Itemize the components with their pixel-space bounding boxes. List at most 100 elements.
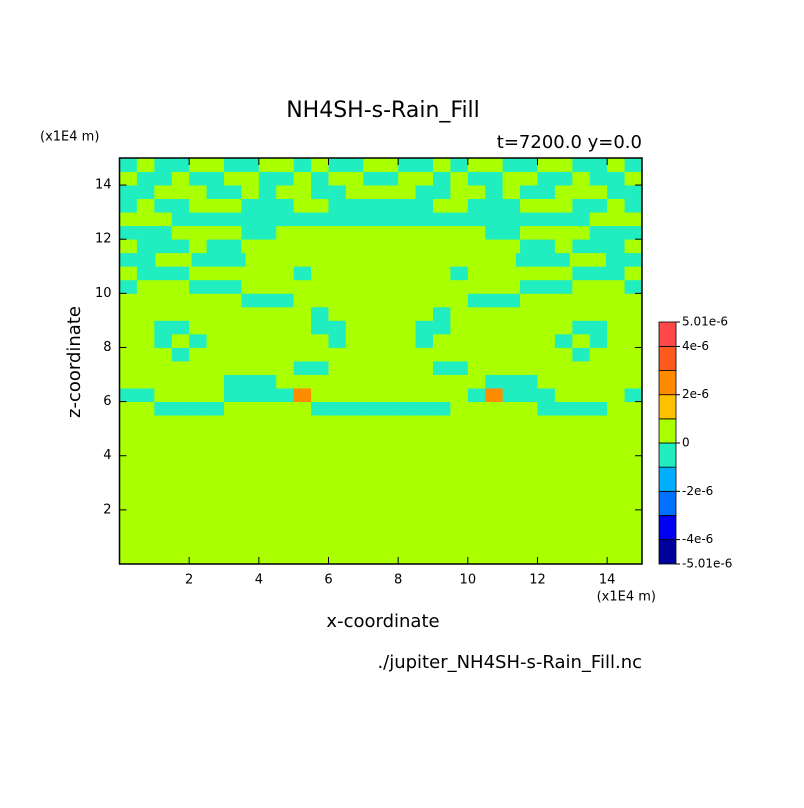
field-cell — [380, 415, 399, 430]
field-cell — [171, 212, 190, 227]
source-file: ./jupiter_NH4SH-s-Rain_Fill.nc — [377, 652, 642, 673]
field-cell — [398, 496, 416, 511]
field-cell — [398, 482, 416, 497]
field-cell — [171, 239, 190, 254]
field-cell — [537, 225, 556, 240]
field-cell — [467, 293, 486, 308]
field-cell — [258, 523, 277, 538]
field-cell — [554, 482, 573, 497]
field-cell — [624, 347, 643, 362]
field-cell — [171, 401, 190, 416]
field-cell — [624, 306, 643, 321]
field-cell — [607, 523, 625, 538]
field-cell — [520, 333, 538, 348]
field-cell — [537, 374, 556, 389]
field-cell — [380, 536, 399, 551]
field-cell — [607, 198, 625, 213]
field-cell — [119, 455, 138, 470]
field-cell — [425, 252, 445, 267]
field-cell — [485, 536, 504, 551]
field-cell — [607, 171, 625, 186]
field-cell — [415, 279, 434, 294]
field-cell — [624, 361, 643, 375]
field-cell — [520, 523, 538, 538]
field-cell — [206, 185, 225, 199]
field-cell — [624, 496, 643, 511]
field-cell — [572, 266, 591, 281]
field-cell — [554, 347, 573, 362]
field-cell — [380, 374, 399, 389]
field-cell — [520, 509, 538, 524]
field-cell — [293, 523, 312, 538]
field-cell — [380, 158, 399, 172]
field-cell — [363, 171, 382, 186]
field-cell — [171, 198, 190, 213]
field-cell — [485, 509, 504, 524]
field-cell — [276, 158, 295, 172]
field-cell — [224, 523, 242, 538]
field-cell — [276, 482, 295, 497]
field-cell — [276, 333, 295, 348]
field-cell — [467, 509, 486, 524]
field-cell — [380, 361, 399, 375]
field-cell — [258, 509, 277, 524]
colorbar-band — [658, 442, 677, 468]
field-cell — [450, 482, 469, 497]
field-cell — [189, 212, 207, 227]
field-cell — [241, 185, 260, 199]
field-cell — [293, 306, 312, 321]
field-cell — [433, 225, 451, 240]
x-tick-label: 10 — [460, 573, 477, 588]
field-cell — [276, 171, 295, 186]
x-tick-label: 2 — [185, 573, 193, 588]
field-cell — [380, 428, 399, 443]
colorbar-tick-label: 0 — [682, 436, 690, 450]
field-cell — [293, 333, 312, 348]
field-cell — [293, 496, 312, 511]
field-cell — [502, 239, 521, 254]
field-cell — [345, 185, 364, 199]
field-cell — [485, 225, 504, 240]
field-cell — [171, 536, 190, 551]
field-cell — [502, 550, 521, 565]
field-cell — [241, 509, 260, 524]
field-cell — [345, 239, 364, 254]
field-cell — [398, 550, 416, 565]
field-cell — [119, 536, 138, 551]
field-cell — [154, 158, 173, 172]
field-cell — [258, 550, 277, 565]
field-cell — [119, 415, 138, 430]
colorbar-band — [658, 394, 677, 420]
field-cell — [363, 293, 382, 308]
field-cell — [520, 401, 538, 416]
field-cell — [154, 293, 173, 308]
field-cell — [572, 293, 591, 308]
field-cell — [293, 509, 312, 524]
y-tick-label: 4 — [103, 448, 111, 463]
field-cell — [189, 225, 207, 240]
field-cell — [433, 361, 451, 375]
field-cell — [624, 185, 643, 199]
field-cell — [276, 496, 295, 511]
field-cell — [311, 279, 329, 294]
field-cell — [520, 496, 538, 511]
field-cell — [380, 482, 399, 497]
field-cell — [415, 455, 434, 470]
field-cell — [398, 320, 416, 335]
field-cell — [380, 401, 399, 416]
field-cell — [224, 212, 242, 227]
field-cell — [537, 212, 556, 227]
field-cell — [363, 279, 382, 294]
field-cell — [380, 550, 399, 565]
field-cell — [485, 306, 504, 321]
field-cell — [328, 442, 347, 457]
field-cell — [433, 496, 451, 511]
field-cell — [589, 225, 608, 240]
field-cell — [450, 469, 469, 484]
field-cell — [136, 482, 155, 497]
field-cell — [624, 374, 643, 389]
field-cell — [345, 509, 364, 524]
field-cell — [607, 401, 625, 416]
field-cell — [317, 252, 337, 267]
field-cell — [276, 212, 295, 227]
